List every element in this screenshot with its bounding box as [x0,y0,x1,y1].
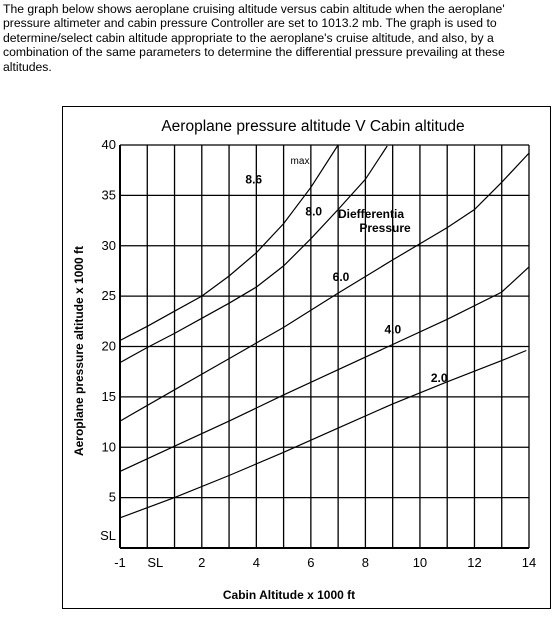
y-tick-label: 20 [102,339,116,354]
y-tick-label: 15 [102,389,116,404]
series-group [119,144,530,519]
x-tick-label: SL [147,555,163,570]
x-tick-label: 2 [198,555,205,570]
y-tick-label: 40 [102,137,116,152]
series-line-8-6 [119,144,339,342]
y-tick-label: 25 [102,288,116,303]
y-tick-label: 5 [109,490,116,505]
series-label-8-0: 8.0 [305,205,322,219]
series-label-4-0: 4.0 [384,322,401,336]
x-axis-label: Cabin Altitude x 1000 ft [223,588,355,602]
series-label-2-0: 2.0 [431,371,448,385]
series-line-2-0 [119,349,527,519]
chart-frame: Aeroplane pressure altitude V Cabin alti… [62,106,551,609]
series-line-8-0 [119,145,388,364]
y-tick-label: 10 [102,439,116,454]
series-line-6-0 [119,152,530,422]
x-tick-label: 12 [467,555,481,570]
tick-labels: -1 SL 2 4 6 8 10 12 14 SL 5 10 15 20 25 30 35 40 [100,137,536,570]
annotation-diff-pressure-line2: Pressure [359,221,411,235]
series-line-4-0 [119,266,530,472]
x-tick-label: 10 [413,555,427,570]
chart-title: Aeroplane pressure altitude V Cabin alti… [161,118,464,135]
x-tick-label: 8 [362,555,369,570]
intro-paragraph: The graph below shows aeroplane cruising… [3,2,505,74]
curve-labels: 2.0 4.0 6.0 8.0 8.6 [245,172,447,384]
annotation-diff-pressure-line1: Diefferentia [338,207,404,221]
x-tick-label: 4 [253,555,260,570]
x-tick-label: -1 [114,555,126,570]
series-label-6-0: 6.0 [333,270,350,284]
series-label-8-6: 8.6 [245,172,262,186]
y-tick-label: 35 [102,187,116,202]
x-tick-label: 14 [522,555,536,570]
y-tick-label: SL [100,528,116,543]
annotation-max: max [291,156,310,167]
y-axis-label: Aeroplane pressure altitude x 1000 ft [72,246,86,456]
grid [119,144,530,549]
x-tick-label: 6 [307,555,314,570]
chart-svg: Aeroplane pressure altitude V Cabin alti… [72,118,536,602]
y-tick-label: 30 [102,238,116,253]
